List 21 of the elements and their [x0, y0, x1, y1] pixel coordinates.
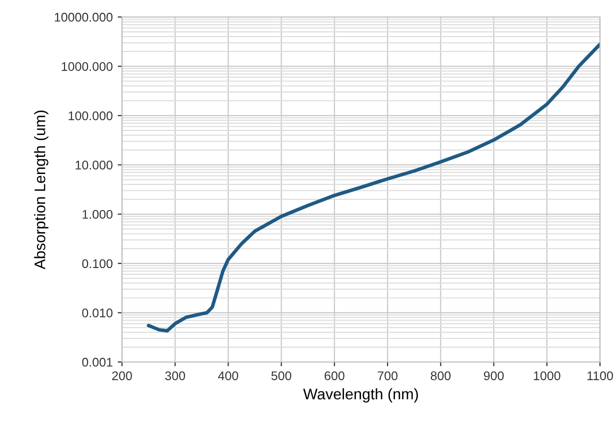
x-tick-label: 600: [324, 371, 344, 380]
x-tick-label: 500: [271, 371, 292, 380]
x-axis-title: Wavelength (nm): [303, 388, 418, 402]
y-tick-label: 10.000: [76, 160, 112, 170]
x-tick-label: 400: [218, 371, 238, 380]
x-tick-label: 1000: [534, 371, 560, 380]
y-tick-label: 0.100: [82, 259, 112, 268]
x-tick-label: 800: [430, 371, 451, 380]
x-tick-label: 700: [378, 371, 398, 380]
y-tick-label: 1000.000: [62, 62, 112, 71]
y-tick-label: 100.000: [68, 111, 112, 120]
x-tick-label: 1100: [588, 371, 613, 380]
y-tick-label: 0.010: [82, 308, 112, 318]
x-tick-label: 300: [165, 371, 186, 380]
x-tick-label: 900: [484, 371, 504, 380]
y-tick-label: 10000.000: [54, 12, 112, 22]
y-axis-title: Absorption Length (um): [34, 110, 48, 270]
y-tick-label: 1.000: [82, 210, 112, 219]
y-tick-label: 0.001: [82, 358, 112, 367]
x-tick-label: 200: [112, 371, 132, 380]
line-series: [146, 42, 600, 333]
